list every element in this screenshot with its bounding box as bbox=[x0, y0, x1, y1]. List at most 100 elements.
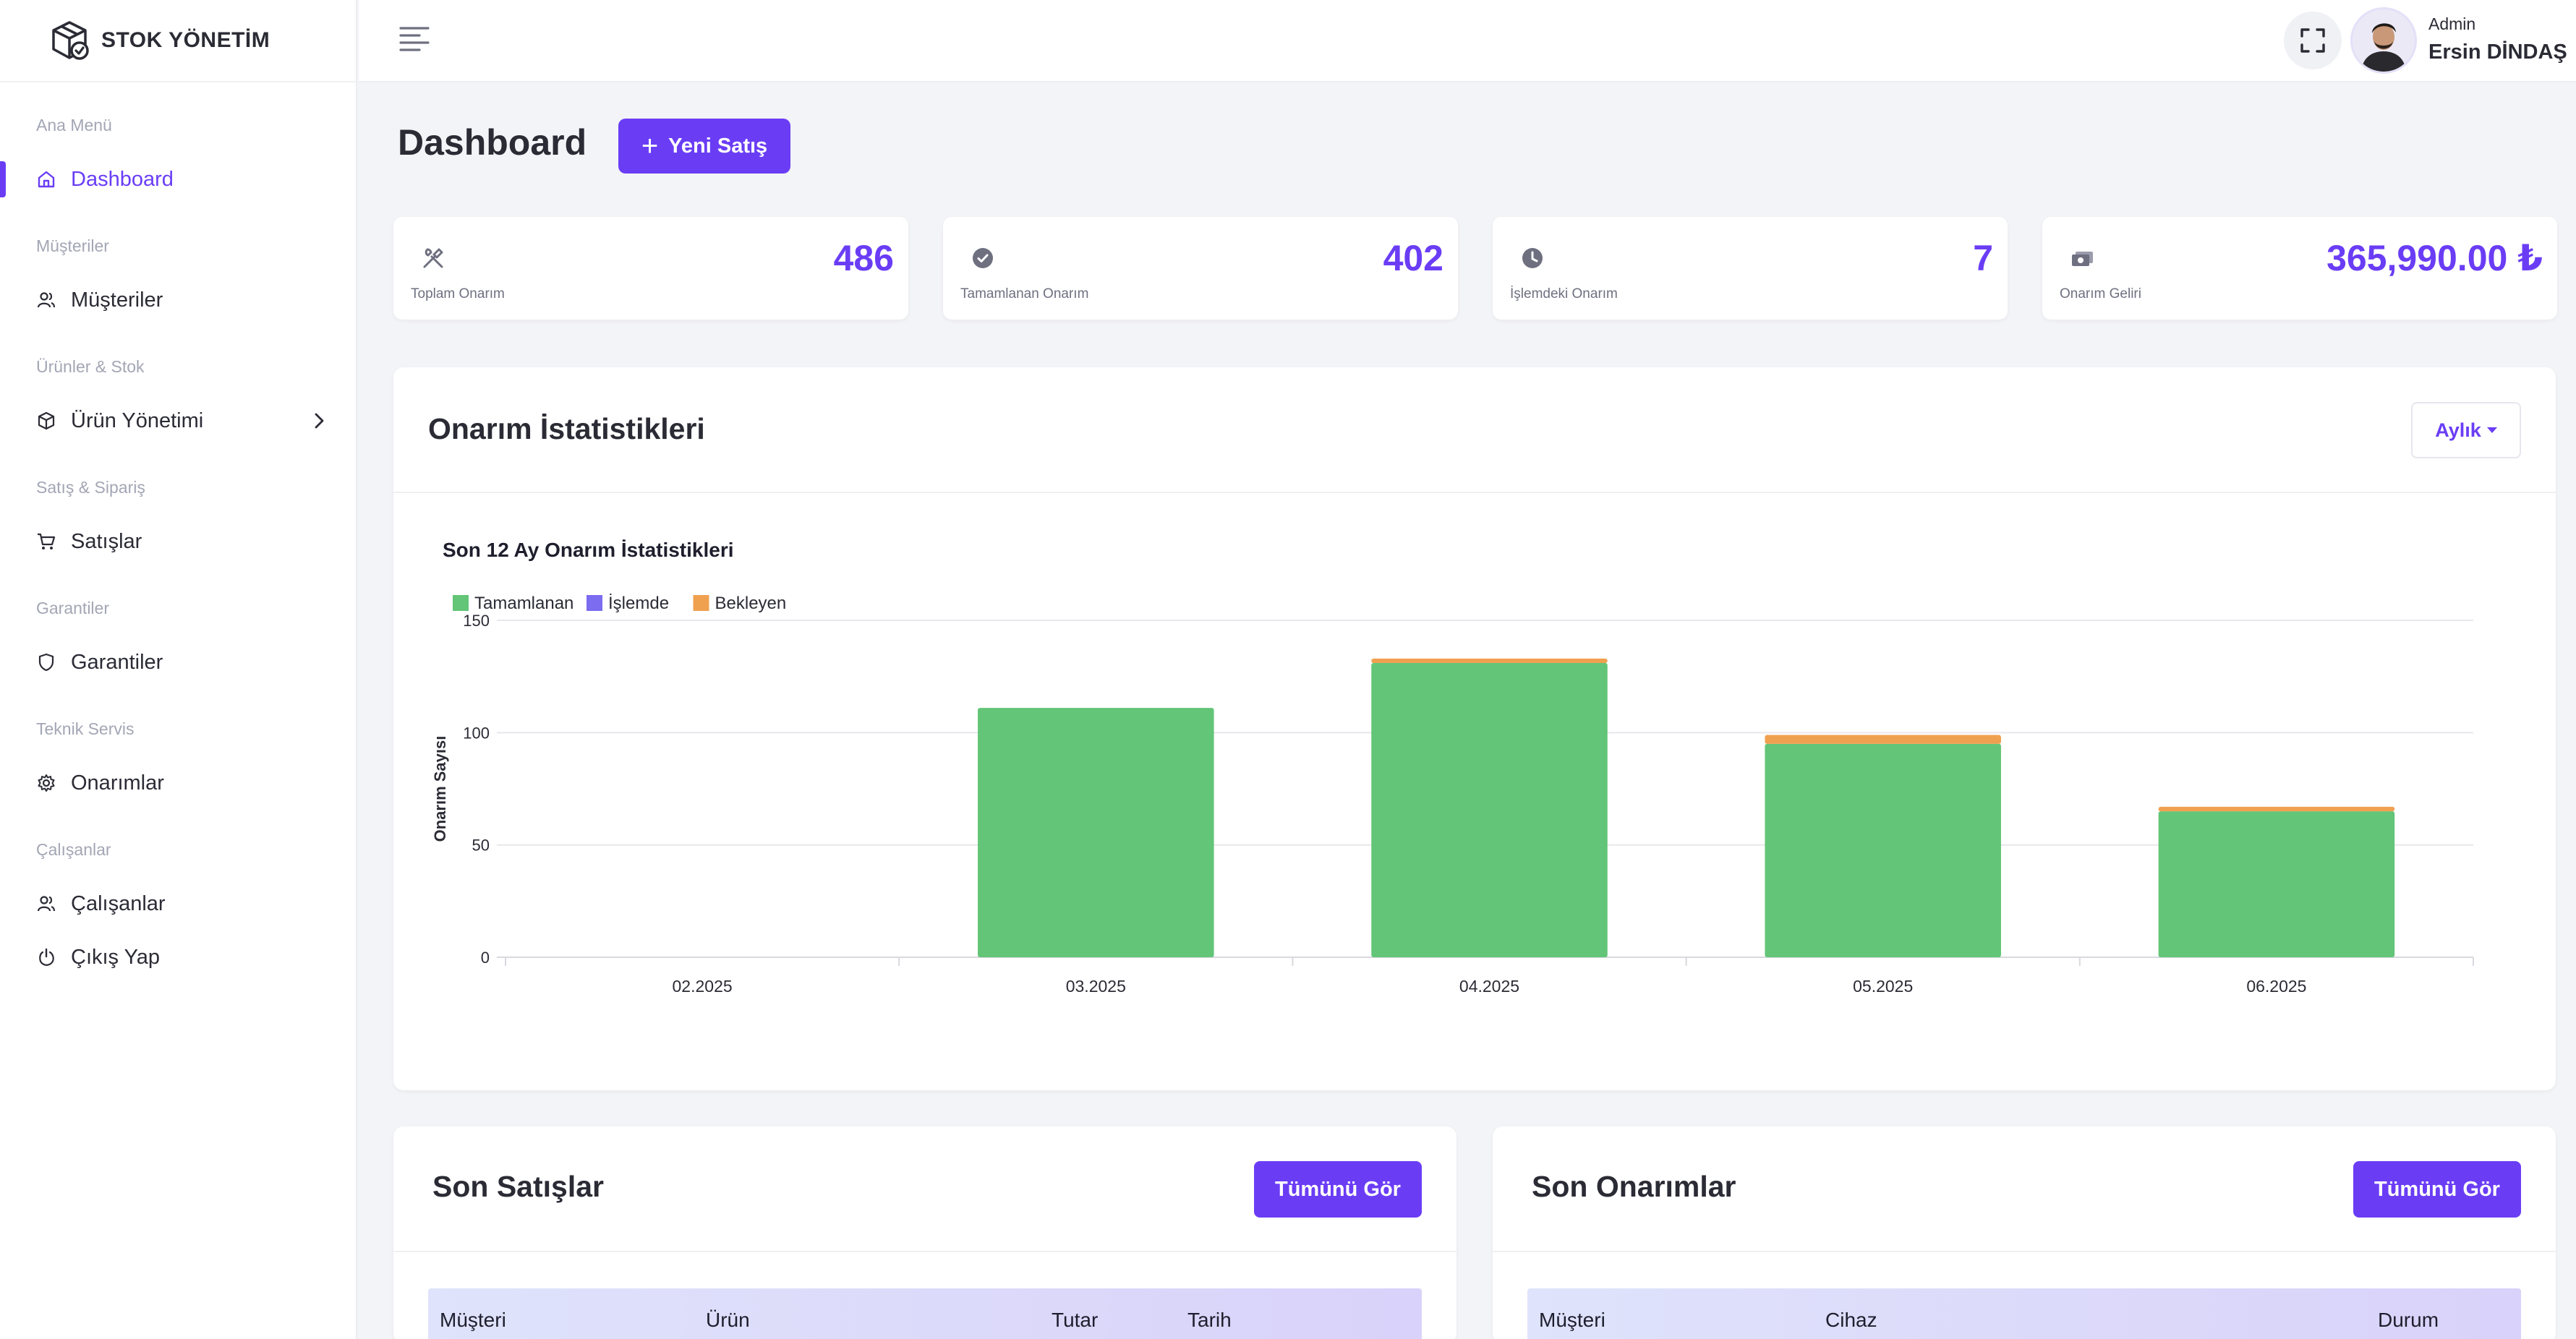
legend-label: İşlemde bbox=[608, 594, 669, 613]
nav-group-label: Ana Menü bbox=[36, 116, 112, 134]
sidebar-item-dashboard[interactable]: Dashboard bbox=[0, 153, 356, 206]
tools-icon bbox=[423, 248, 443, 268]
recent-repairs-title: Son Onarımlar bbox=[1532, 1170, 1736, 1203]
legend-swatch bbox=[693, 595, 709, 611]
legend-swatch bbox=[453, 595, 469, 611]
divider bbox=[393, 1251, 1457, 1252]
plus-icon: + bbox=[641, 130, 659, 162]
recent-repairs-table-header: Müşteri Cihaz Durum bbox=[1527, 1288, 2521, 1339]
column-header-device[interactable]: Cihaz bbox=[1825, 1309, 1877, 1331]
column-header-customer[interactable]: Müşteri bbox=[1539, 1309, 1605, 1331]
user-name[interactable]: Ersin DİNDAŞ bbox=[2428, 40, 2567, 64]
money-icon bbox=[2072, 252, 2093, 266]
new-sale-label: Yeni Satış bbox=[668, 134, 768, 158]
stat-card-in-progress-repairs: 7 İşlemdeki Onarım bbox=[1493, 217, 2008, 320]
x-tick-label: 04.2025 bbox=[1459, 977, 1519, 996]
stat-card-completed-repairs: 402 Tamamlanan Onarım bbox=[943, 217, 1458, 320]
stat-label: Toplam Onarım bbox=[411, 286, 505, 301]
stat-value: 7 bbox=[1973, 238, 1993, 278]
sidebar-item-label: Çıkış Yap bbox=[71, 945, 161, 969]
nav-group-label: Teknik Servis bbox=[36, 719, 135, 738]
chart-title: Son 12 Ay Onarım İstatistikleri bbox=[443, 539, 734, 561]
users-icon bbox=[37, 292, 56, 308]
column-header-date[interactable]: Tarih bbox=[1187, 1309, 1232, 1331]
brand[interactable]: STOK YÖNETİM bbox=[0, 0, 356, 82]
bar-segment bbox=[1371, 663, 1608, 957]
y-tick-label: 50 bbox=[472, 837, 490, 855]
repair-stats-title: Onarım İstatistikleri bbox=[428, 412, 705, 445]
topbar: Admin Ersin DİNDAŞ bbox=[359, 0, 2576, 82]
sidebar-item-repairs[interactable]: Onarımlar bbox=[0, 756, 356, 810]
repair-stats-card: Onarım İstatistikleri Aylık Son 12 Ay On… bbox=[393, 367, 2556, 1090]
sidebar-item-label: Onarımlar bbox=[71, 771, 164, 795]
cart-icon bbox=[38, 533, 56, 549]
caret-down-icon bbox=[2486, 427, 2497, 433]
sidebar-item-label: Çalışanlar bbox=[71, 891, 166, 915]
shield-icon bbox=[38, 653, 54, 672]
repair-stats-chart: Son 12 Ay Onarım İstatistikleri Tamamlana… bbox=[431, 539, 2474, 996]
box-logo-icon bbox=[52, 21, 89, 60]
bar-segment bbox=[1371, 658, 1608, 664]
nav-group-label: Müşteriler bbox=[36, 236, 109, 255]
fullscreen-icon bbox=[2300, 28, 2325, 53]
sidebar: STOK YÖNETİM Ana Menü Dashboard Müşteril… bbox=[0, 0, 357, 1339]
column-header-status[interactable]: Durum bbox=[2378, 1309, 2439, 1331]
power-icon bbox=[39, 948, 54, 966]
stat-card-repair-income: 365,990.00 ₺ Onarım Geliri bbox=[2042, 217, 2557, 320]
fullscreen-button[interactable] bbox=[2284, 12, 2342, 69]
sidebar-item-employees[interactable]: Çalışanlar bbox=[0, 877, 356, 931]
box-icon bbox=[38, 411, 55, 430]
bar-segment bbox=[1765, 743, 2001, 957]
column-header-customer[interactable]: Müşteri bbox=[440, 1309, 506, 1331]
y-axis-label: Onarım Sayısı bbox=[431, 736, 449, 842]
avatar[interactable] bbox=[2350, 7, 2417, 74]
recent-repairs-view-all-button[interactable]: Tümünü Gör bbox=[2353, 1161, 2521, 1218]
stat-value: 365,990.00 ₺ bbox=[2326, 238, 2543, 278]
sidebar-item-sales[interactable]: Satışlar bbox=[0, 515, 356, 568]
sidebar-nav: Ana Menü Dashboard Müşteriler Müşteriler… bbox=[0, 82, 356, 984]
stat-card-total-repairs: 486 Toplam Onarım bbox=[393, 217, 908, 320]
recent-repairs-card: Son Onarımlar Tümünü Gör Müşteri Cihaz D… bbox=[1493, 1126, 2556, 1339]
users-icon bbox=[37, 896, 56, 912]
sidebar-item-product-management[interactable]: Ürün Yönetimi bbox=[0, 394, 356, 448]
sidebar-item-label: Satışlar bbox=[71, 529, 142, 553]
gear-icon bbox=[38, 774, 55, 792]
divider bbox=[1493, 1251, 2556, 1252]
sidebar-item-label: Müşteriler bbox=[71, 288, 163, 312]
nav-group-label: Garantiler bbox=[36, 599, 109, 617]
legend-swatch bbox=[587, 595, 602, 611]
menu-toggle-icon[interactable] bbox=[398, 22, 431, 55]
x-tick-label: 05.2025 bbox=[1853, 977, 1913, 996]
user-avatar-icon bbox=[2353, 9, 2415, 72]
column-header-product[interactable]: Ürün bbox=[706, 1309, 750, 1331]
stat-label: İşlemdeki Onarım bbox=[1510, 286, 1618, 301]
recent-sales-card: Son Satışlar Tümünü Gör Müşteri Ürün Tut… bbox=[393, 1126, 1457, 1339]
sidebar-item-logout[interactable]: Çıkış Yap bbox=[0, 931, 356, 984]
recent-sales-view-all-button[interactable]: Tümünü Gör bbox=[1254, 1161, 1422, 1218]
stat-value: 486 bbox=[833, 238, 894, 278]
x-tick-label: 03.2025 bbox=[1066, 977, 1126, 996]
user-role: Admin bbox=[2428, 14, 2476, 33]
x-tick-label: 06.2025 bbox=[2246, 977, 2306, 996]
page-title: Dashboard bbox=[398, 122, 587, 163]
y-tick-label: 150 bbox=[463, 612, 490, 630]
divider bbox=[393, 492, 2556, 493]
bar-segment bbox=[1765, 735, 2001, 744]
nav-group-label: Çalışanlar bbox=[36, 840, 111, 859]
check-circle-icon bbox=[973, 248, 993, 268]
bar-segment bbox=[978, 708, 1214, 957]
period-dropdown[interactable]: Aylık bbox=[2411, 402, 2521, 458]
stat-label: Tamamlanan Onarım bbox=[960, 286, 1089, 301]
recent-sales-title: Son Satışlar bbox=[432, 1170, 604, 1203]
sidebar-item-label: Ürün Yönetimi bbox=[71, 408, 204, 432]
sidebar-item-warranties[interactable]: Garantiler bbox=[0, 636, 356, 689]
sidebar-item-label: Garantiler bbox=[71, 650, 163, 674]
legend-label: Tamamlanan bbox=[474, 594, 573, 613]
new-sale-button[interactable]: + Yeni Satış bbox=[618, 119, 790, 174]
stat-label: Onarım Geliri bbox=[2060, 286, 2141, 301]
column-header-amount[interactable]: Tutar bbox=[1052, 1309, 1099, 1331]
bar-segment bbox=[2158, 811, 2395, 957]
home-icon bbox=[38, 171, 55, 188]
sidebar-item-label: Dashboard bbox=[71, 167, 174, 191]
sidebar-item-customers[interactable]: Müşteriler bbox=[0, 273, 356, 327]
